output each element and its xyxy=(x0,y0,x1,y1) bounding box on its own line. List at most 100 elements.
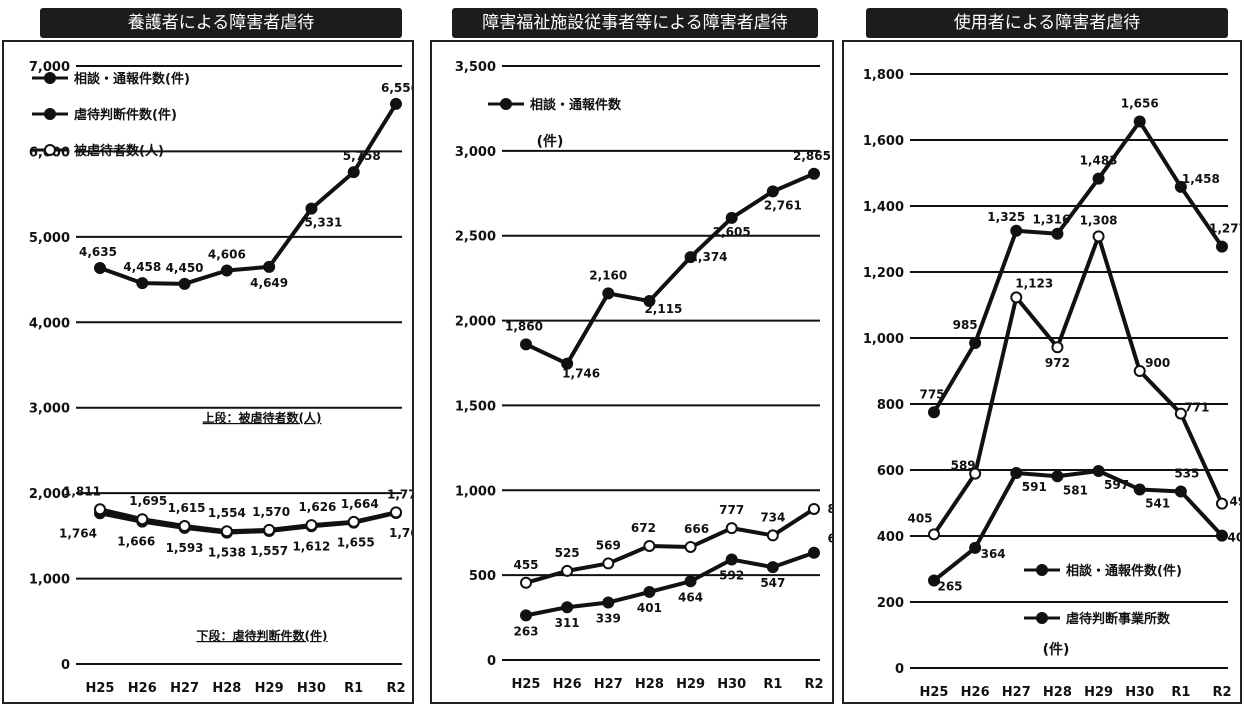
data-point xyxy=(684,251,697,264)
legend-label: 相談・通報件数 xyxy=(530,97,622,113)
y-tick-label: 1,200 xyxy=(863,266,904,281)
data-point xyxy=(305,202,318,215)
series-line xyxy=(525,507,816,585)
data-point xyxy=(969,336,982,349)
data-point xyxy=(684,575,697,588)
data-label: 405 xyxy=(907,511,932,525)
x-tick-label: H25 xyxy=(920,685,949,700)
legend-marker xyxy=(1036,564,1048,576)
data-point xyxy=(766,561,779,574)
data-point xyxy=(808,546,820,559)
data-label: 4,606 xyxy=(208,248,246,262)
data-point xyxy=(94,503,106,516)
data-point xyxy=(1051,470,1064,483)
data-label: 1,811 xyxy=(63,484,101,498)
data-point xyxy=(1133,115,1146,128)
y-tick-label: 1,000 xyxy=(29,573,70,588)
data-label: 2,374 xyxy=(690,250,728,264)
data-label: 1,570 xyxy=(252,505,290,519)
series-line xyxy=(932,234,1224,536)
y-tick-label: 400 xyxy=(877,530,904,545)
data-point xyxy=(969,467,982,480)
data-label: 4,450 xyxy=(166,261,204,275)
data-label: 900 xyxy=(1145,356,1170,370)
legend-label: 相談・通報件数(件) xyxy=(74,71,190,87)
y-tick-label: 4,000 xyxy=(29,316,70,331)
data-label: 1,615 xyxy=(168,501,206,515)
data-label: 1,557 xyxy=(250,544,288,558)
data-label: 4,458 xyxy=(123,260,161,274)
data-label: 591 xyxy=(1022,480,1047,494)
data-label: 2,865 xyxy=(793,149,831,163)
x-tick-label: R2 xyxy=(1212,685,1231,700)
data-label: 1,612 xyxy=(292,539,330,553)
data-point xyxy=(561,564,574,577)
y-tick-label: 600 xyxy=(877,464,904,479)
data-label: 1,277 xyxy=(1209,222,1240,236)
data-point xyxy=(684,540,697,553)
chart2-plot: 0 500 1,000 1,500 2,000 2,500 3,000 3,500 H25 H26… xyxy=(455,60,853,692)
data-label: 1,458 xyxy=(1182,172,1220,186)
x-tick-label: H26 xyxy=(128,681,157,696)
data-point xyxy=(1216,529,1228,542)
data-point xyxy=(766,529,779,542)
data-point xyxy=(725,522,738,535)
data-label: 1,593 xyxy=(166,541,204,555)
x-tick-label: H25 xyxy=(512,677,541,692)
data-point xyxy=(1174,407,1187,420)
data-point xyxy=(220,525,233,538)
data-label: 2,115 xyxy=(644,302,682,316)
data-label: 547 xyxy=(760,576,785,590)
data-label: 771 xyxy=(1184,401,1209,415)
series-line xyxy=(932,468,1224,583)
data-label: 1,768 xyxy=(389,526,412,540)
data-label: 1,746 xyxy=(562,367,600,381)
y-tick-label: 500 xyxy=(469,569,496,584)
y-tick-label: 1,500 xyxy=(455,399,496,414)
data-point xyxy=(561,357,574,370)
x-tick-label: R2 xyxy=(386,681,405,696)
x-tick-label: H25 xyxy=(86,681,115,696)
data-label: 1,655 xyxy=(337,536,375,550)
data-label: 1,538 xyxy=(208,546,246,560)
data-point xyxy=(1133,365,1146,377)
y-tick-label: 2,000 xyxy=(455,315,496,330)
data-label: 1,316 xyxy=(1032,213,1070,227)
y-tick-label: 2,500 xyxy=(455,230,496,245)
y-tick-label: 0 xyxy=(61,658,70,673)
x-tick-label: H29 xyxy=(255,681,284,696)
data-label: 1,695 xyxy=(129,494,167,508)
data-point xyxy=(305,519,318,532)
legend-marker xyxy=(500,98,512,110)
data-label: 890 xyxy=(827,502,832,516)
data-label: 2,605 xyxy=(713,225,751,239)
data-point xyxy=(1010,466,1023,479)
chart1-frame: 01,0002,0003,0004,0005,0006,0007,000H25H… xyxy=(2,40,427,704)
data-point xyxy=(347,166,360,179)
legend-unit: (件) xyxy=(1043,641,1070,658)
data-label: 734 xyxy=(760,510,785,524)
y-tick-label: 800 xyxy=(877,398,904,413)
legend-marker xyxy=(44,144,56,156)
chart3-frame: 0 200 400 600 800 1,000 1,200 1,400 1,600 1,800 H2… xyxy=(842,40,1245,704)
data-point xyxy=(808,167,820,180)
data-label: 1,626 xyxy=(298,500,336,514)
y-tick-label: 0 xyxy=(895,662,904,677)
series-line xyxy=(525,550,815,618)
data-point xyxy=(766,185,779,198)
data-label: 541 xyxy=(1145,496,1170,510)
data-point xyxy=(1051,227,1064,240)
chart1-title: 養護者による障害者虐待 xyxy=(40,8,402,38)
x-tick-label: H27 xyxy=(170,681,199,696)
legend-label: 被虐待者数(人) xyxy=(73,143,164,159)
legend-label: 虐待判断事業所数 xyxy=(1066,611,1171,627)
data-label: 339 xyxy=(596,611,621,625)
data-label: 535 xyxy=(1174,466,1199,480)
data-label: 1,764 xyxy=(59,526,97,540)
data-label: 672 xyxy=(631,521,656,535)
chart3-title: 使用者による障害者虐待 xyxy=(866,8,1228,38)
data-label: 401 xyxy=(637,601,662,615)
data-point xyxy=(602,596,615,609)
x-tick-label: R2 xyxy=(804,677,823,692)
chart-annotation: 上段：被虐待者数(人) xyxy=(203,410,322,425)
